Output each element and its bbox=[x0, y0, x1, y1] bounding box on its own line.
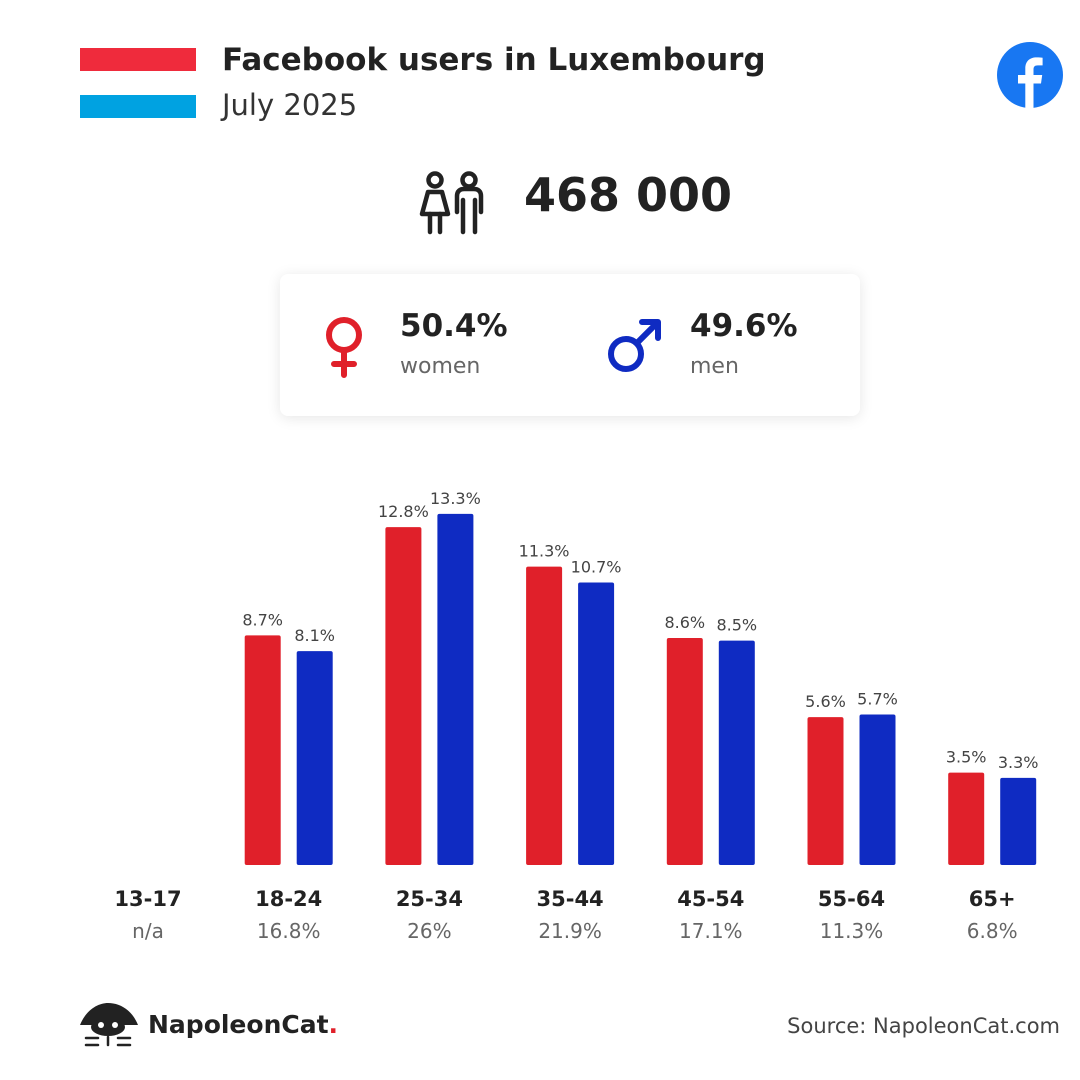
bar-value-label: 5.6% bbox=[805, 692, 846, 711]
age-group-label: 13-17 bbox=[114, 887, 181, 911]
brand-dot: . bbox=[328, 1010, 339, 1039]
bar-men-65+ bbox=[1000, 777, 1037, 865]
bar-value-label: 8.5% bbox=[716, 616, 757, 635]
bar-value-label: 8.7% bbox=[242, 610, 283, 629]
age-group-label: 45-54 bbox=[677, 887, 744, 911]
source-note: Source: NapoleonCat.com bbox=[787, 1014, 1060, 1038]
facebook-icon bbox=[997, 42, 1063, 108]
male-symbol-icon bbox=[608, 319, 661, 372]
brand-name-text: NapoleonCat bbox=[148, 1010, 329, 1039]
age-group-total: n/a bbox=[132, 919, 164, 943]
bar-value-label: 3.3% bbox=[998, 753, 1039, 772]
age-group-label: 55-64 bbox=[818, 887, 885, 911]
bar-men-45-54 bbox=[718, 640, 755, 865]
women-percent: 50.4% bbox=[400, 308, 508, 344]
flag-stripe-blue bbox=[80, 94, 196, 118]
age-group-total: 11.3% bbox=[820, 919, 884, 943]
brand-name: NapoleonCat. bbox=[148, 1010, 338, 1039]
age-group-label: 35-44 bbox=[537, 887, 604, 911]
napoleoncat-logo bbox=[80, 1003, 138, 1047]
age-group-total: 26% bbox=[407, 919, 451, 943]
bar-women-18-24 bbox=[244, 635, 281, 865]
gender-split-card: 50.4% women 49.6% men bbox=[280, 274, 860, 416]
age-gender-bar-chart: 13-17 n/a 8.7% 8.1% 18-24 16.8% 12.8%13.3% 25-3… bbox=[114, 489, 1039, 943]
men-label: men bbox=[690, 354, 739, 379]
luxembourg-flag bbox=[80, 48, 196, 118]
bar-men-18-24 bbox=[296, 651, 333, 865]
age-group-total: 21.9% bbox=[538, 919, 602, 943]
page-subtitle: July 2025 bbox=[222, 88, 358, 122]
bar-men-25-34 bbox=[437, 513, 474, 865]
age-group-total: 6.8% bbox=[967, 919, 1018, 943]
bar-value-label: 5.7% bbox=[857, 690, 898, 709]
page-title: Facebook users in Luxembourg bbox=[222, 42, 766, 78]
age-group-label: 18-24 bbox=[255, 887, 322, 911]
bar-women-45-54 bbox=[666, 637, 703, 865]
age-group-label: 65+ bbox=[969, 887, 1016, 911]
total-users: 468 000 bbox=[524, 168, 733, 222]
bar-women-55-64 bbox=[807, 717, 844, 865]
age-group-total: 16.8% bbox=[257, 919, 321, 943]
female-symbol-icon bbox=[326, 317, 362, 378]
users-icon bbox=[419, 171, 484, 235]
bar-women-65+ bbox=[948, 772, 985, 865]
bar-value-label: 8.1% bbox=[294, 626, 335, 645]
women-label: women bbox=[400, 354, 481, 379]
age-group-total: 17.1% bbox=[679, 919, 743, 943]
flag-stripe-white bbox=[80, 71, 196, 95]
men-percent: 49.6% bbox=[690, 308, 798, 344]
age-group-label: 25-34 bbox=[396, 887, 463, 911]
bar-men-55-64 bbox=[859, 714, 896, 865]
bar-women-25-34 bbox=[385, 527, 422, 865]
bar-value-label: 11.3% bbox=[519, 542, 570, 561]
bar-women-35-44 bbox=[526, 566, 563, 865]
flag-stripe-red bbox=[80, 48, 196, 72]
bar-value-label: 12.8% bbox=[378, 502, 429, 521]
bar-men-35-44 bbox=[578, 582, 615, 865]
bar-value-label: 8.6% bbox=[664, 613, 705, 632]
bar-value-label: 3.5% bbox=[946, 748, 987, 767]
bar-value-label: 10.7% bbox=[571, 558, 622, 577]
bar-value-label: 13.3% bbox=[430, 489, 481, 508]
